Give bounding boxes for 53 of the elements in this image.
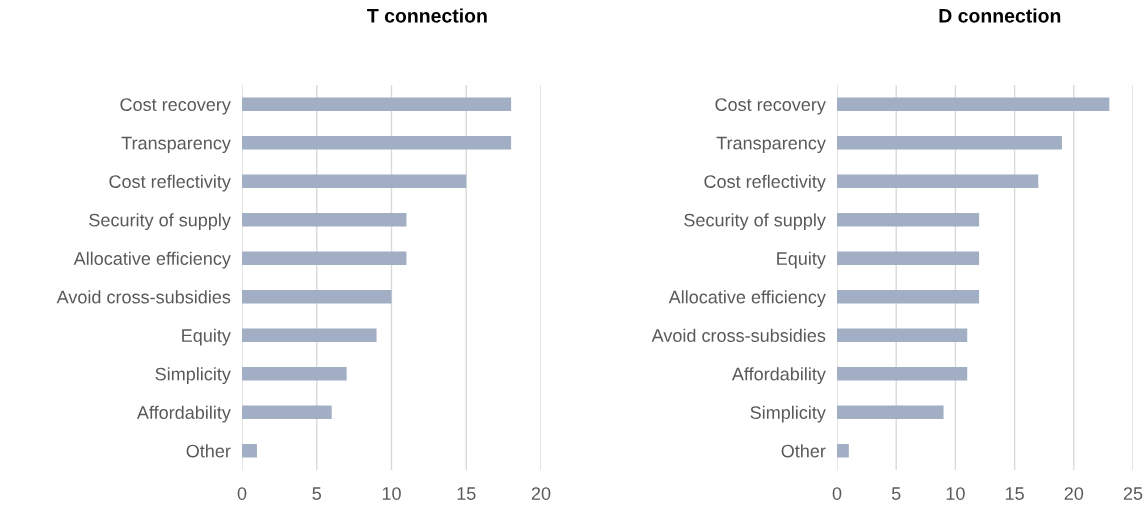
bar xyxy=(242,328,377,342)
y-tick-label: Avoid cross-subsidies xyxy=(56,290,231,304)
bar xyxy=(837,97,1110,111)
x-tick-label: 20 xyxy=(531,487,551,500)
x-tick-label: 5 xyxy=(891,487,901,500)
bar xyxy=(837,213,980,227)
chart-title: D connection xyxy=(939,8,1061,23)
bar xyxy=(242,251,407,265)
y-tick-label: Other xyxy=(781,444,826,458)
y-tick-label: Cost recovery xyxy=(715,98,826,115)
bar xyxy=(242,213,407,227)
bar xyxy=(837,251,980,265)
y-tick-label: Avoid cross-subsidies xyxy=(651,328,826,342)
y-tick-label: Allocative efficiency xyxy=(668,290,826,308)
bar xyxy=(242,174,467,188)
chart-title: T connection xyxy=(367,8,487,23)
x-tick-label: 25 xyxy=(1123,487,1143,500)
bar xyxy=(837,405,944,419)
x-tick-label: 10 xyxy=(382,487,401,500)
bar xyxy=(242,405,332,419)
y-tick-label: Simplicity xyxy=(155,367,231,385)
x-tick-label: 15 xyxy=(1005,487,1024,500)
x-tick-label: 15 xyxy=(457,487,476,500)
y-tick-label: Transparency xyxy=(121,136,231,154)
x-tick-label: 10 xyxy=(946,487,965,500)
x-tick-label: 5 xyxy=(312,487,322,500)
bar xyxy=(837,367,968,381)
y-tick-label: Cost recovery xyxy=(120,98,231,115)
bar xyxy=(837,136,1062,150)
bar xyxy=(837,290,980,304)
bar xyxy=(242,367,347,381)
bar xyxy=(837,174,1039,188)
bar xyxy=(837,328,968,342)
bar xyxy=(837,444,849,458)
bar xyxy=(242,136,512,150)
y-tick-label: Cost reflectivity xyxy=(704,174,826,192)
y-tick-label: Security of supply xyxy=(684,213,826,231)
bar xyxy=(242,97,512,111)
y-tick-label: Allocative efficiency xyxy=(73,251,231,269)
y-tick-label: Simplicity xyxy=(750,405,826,423)
x-tick-label: 20 xyxy=(1064,487,1084,500)
y-tick-label: Security of supply xyxy=(89,213,231,231)
y-tick-label: Affordability xyxy=(731,367,826,385)
y-tick-label: Equity xyxy=(777,251,826,269)
x-tick-label: 0 xyxy=(832,487,842,500)
bar xyxy=(242,290,392,304)
y-tick-label: Affordability xyxy=(136,405,231,423)
y-tick-label: Other xyxy=(186,444,231,458)
x-tick-label: 0 xyxy=(237,487,247,500)
y-tick-label: Transparency xyxy=(716,136,826,154)
bar xyxy=(242,444,257,458)
y-tick-label: Equity xyxy=(182,328,231,346)
y-tick-label: Cost reflectivity xyxy=(109,174,231,192)
